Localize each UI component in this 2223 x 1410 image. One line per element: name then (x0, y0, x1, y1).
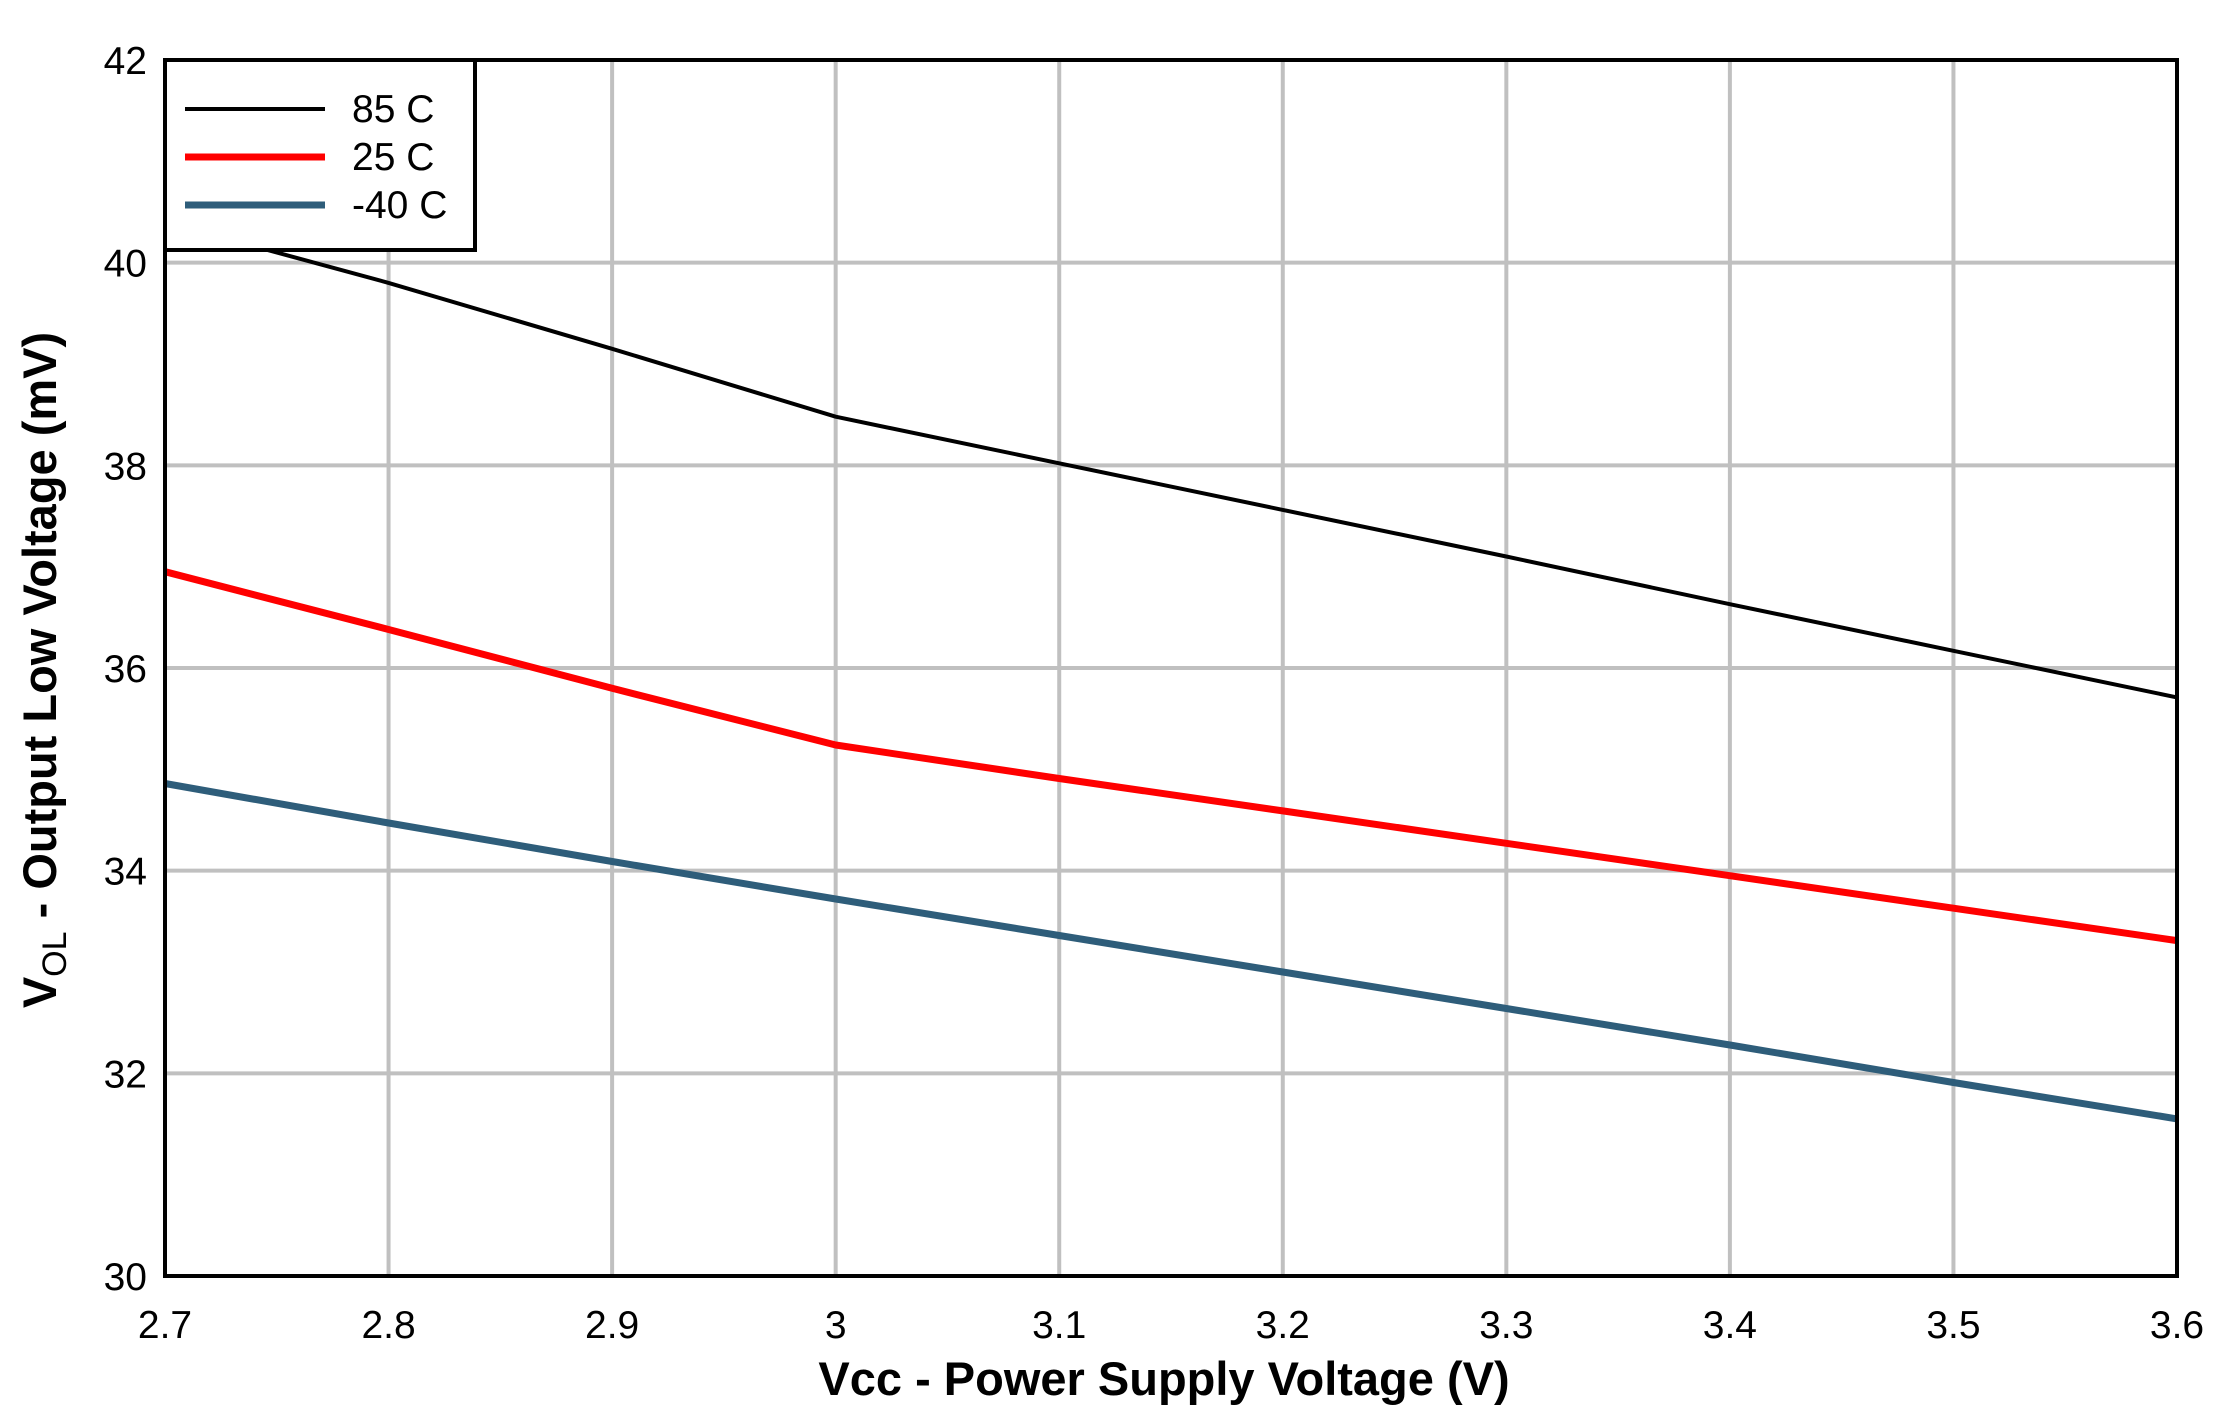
series-line-1 (164, 220, 2178, 700)
y-tick-label: 36 (104, 648, 147, 691)
x-tick-label: 3.3 (1479, 1304, 1533, 1347)
x-tick-label: 2.7 (138, 1304, 192, 1347)
series-line-3 (164, 780, 2178, 1123)
x-tick-label: 3.5 (1926, 1304, 1980, 1347)
x-tick-label: 3 (825, 1304, 847, 1347)
y-axis-title-subscript: OL (36, 931, 74, 976)
y-axis-tick-labels: 30 32 34 36 38 40 42 (104, 40, 147, 1299)
x-axis-tick-labels: 2.7 2.8 2.9 3 3.1 3.2 3.3 3.4 3.5 3.6 (138, 1304, 2204, 1347)
y-tick-label: 34 (104, 851, 147, 894)
x-tick-label: 2.9 (585, 1304, 639, 1347)
y-axis-title: VOL - Output Low Voltage (mV) (13, 332, 74, 1008)
x-tick-label: 3.2 (1256, 1304, 1310, 1347)
x-tick-label: 3.4 (1703, 1304, 1757, 1347)
series-lines (164, 220, 2178, 1123)
y-tick-label: 40 (104, 243, 147, 286)
y-tick-label: 30 (104, 1256, 147, 1299)
legend-label-2: 25 C (352, 136, 434, 179)
y-tick-label: 42 (104, 40, 147, 83)
x-tick-label: 2.8 (361, 1304, 415, 1347)
legend-label-1: 85 C (352, 88, 434, 131)
plot-area-border (163, 58, 2179, 1278)
legend-label-3: -40 C (352, 184, 447, 227)
x-tick-label: 3.1 (1032, 1304, 1086, 1347)
x-axis-title: Vcc - Power Supply Voltage (V) (818, 1352, 1509, 1405)
x-tick-label: 3.6 (2150, 1304, 2204, 1347)
y-axis-title-rest: - Output Low Voltage (mV) (13, 332, 66, 932)
legend: 85 C 25 C -40 C (163, 58, 477, 252)
y-axis-title-main: V (13, 976, 66, 1008)
series-line-2 (164, 568, 2178, 945)
y-tick-label: 38 (104, 445, 147, 488)
y-tick-label: 32 (104, 1053, 147, 1096)
